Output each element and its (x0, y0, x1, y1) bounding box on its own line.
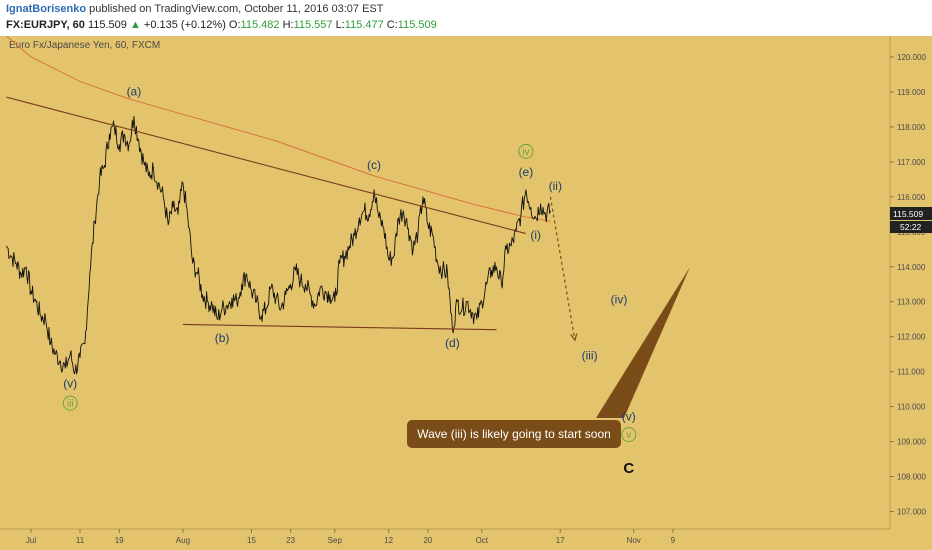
x-tick-label: Aug (176, 536, 190, 545)
lower-trendline[interactable] (182, 323, 497, 331)
symbol-label: FX:EURJPY, 60 (6, 19, 85, 31)
wave-label[interactable]: (iii) (582, 348, 598, 362)
moving-average-line (6, 36, 551, 222)
author-link[interactable]: IgnatBorisenko (6, 3, 87, 15)
high-label: H: (282, 19, 294, 31)
upper-trendline[interactable] (6, 96, 527, 235)
x-tick-label: Sep (328, 536, 343, 545)
publish-line: IgnatBorisenko published on TradingView.… (6, 3, 383, 15)
low-value: 115.477 (344, 19, 384, 31)
x-tick-label: 12 (384, 536, 393, 545)
x-tick-label: Oct (476, 536, 489, 545)
time-axis[interactable] (0, 529, 890, 550)
y-tick-label: 117.000 (897, 158, 926, 167)
y-tick-label: 107.000 (897, 508, 926, 517)
wave-label[interactable]: (d) (445, 336, 460, 350)
current-price-value: 115.509 (893, 209, 923, 219)
x-tick-label: 23 (286, 536, 295, 545)
symbol-line: FX:EURJPY, 60 115.509 ▲ +0.135 (+0.12%) … (6, 19, 437, 31)
projection-arrow[interactable] (549, 196, 576, 341)
y-tick-label: 112.000 (897, 333, 926, 342)
chart-title: Euro Fx/Japanese Yen, 60, FXCM (9, 40, 160, 51)
x-tick-label: 9 (671, 536, 676, 545)
price-chart[interactable]: Euro Fx/Japanese Yen, 60, FXCM 107.000 10… (0, 36, 932, 550)
wave-label[interactable]: (e) (519, 165, 534, 179)
wave-label[interactable]: (i) (530, 228, 541, 242)
close-label: C: (386, 19, 398, 31)
projection-arrowhead-icon (570, 333, 578, 342)
circled-wave-marker[interactable] (62, 395, 78, 411)
x-tick-label: 19 (115, 536, 124, 545)
x-tick-label: Nov (627, 536, 641, 545)
y-tick-label: 118.000 (897, 123, 926, 132)
circled-wave-label: v (626, 430, 631, 441)
x-tick-label: Jul (26, 536, 36, 545)
price-axis[interactable] (890, 36, 932, 550)
x-tick-label: 11 (76, 536, 85, 545)
chart-header: IgnatBorisenko published on TradingView.… (0, 0, 932, 36)
wave-label[interactable]: (v) (622, 410, 636, 424)
wave-label[interactable]: (iv) (611, 292, 628, 306)
y-tick-label: 110.000 (897, 403, 926, 412)
plot-background (0, 36, 890, 529)
high-value: 115.557 (293, 19, 333, 31)
y-tick-label: 116.000 (897, 193, 926, 202)
y-tick-label: 113.000 (897, 298, 926, 307)
circled-wave-marker[interactable] (518, 143, 534, 159)
circled-wave-label: iv (522, 147, 529, 158)
countdown-value: 52:22 (900, 222, 922, 232)
x-tick-label: 20 (423, 536, 432, 545)
y-tick-label: 114.000 (897, 263, 926, 272)
wave-label[interactable]: (v) (63, 376, 77, 390)
wave-label[interactable]: (c) (367, 158, 381, 172)
wave-label[interactable]: C (623, 460, 634, 477)
countdown-badge (890, 221, 932, 234)
wave-label[interactable]: (ii) (549, 179, 562, 193)
y-tick-label: 108.000 (897, 473, 926, 482)
low-label: L: (335, 19, 345, 31)
circled-wave-marker[interactable] (621, 427, 637, 443)
up-arrow-icon: ▲ (129, 19, 141, 31)
callout-pointer (596, 267, 690, 418)
published-text: published on TradingView.com, October 11… (86, 3, 384, 15)
x-tick-label: 15 (247, 536, 256, 545)
y-tick-label: 109.000 (897, 438, 926, 447)
wave-label[interactable]: (b) (215, 331, 230, 345)
current-price-badge (890, 207, 932, 221)
close-value: 115.509 (397, 19, 437, 31)
y-tick-label: 119.000 (897, 88, 926, 97)
y-tick-label: 111.000 (897, 368, 925, 377)
callout-text: Wave (iii) is likely going to start soon (417, 427, 611, 441)
price-series-line (6, 115, 551, 375)
open-label: O: (228, 19, 241, 31)
wave-label[interactable]: (a) (127, 84, 142, 98)
price-change: +0.135 (+0.12%) (143, 19, 226, 31)
circled-wave-label: iii (67, 399, 74, 410)
open-value: 115.482 (240, 19, 280, 31)
last-price: 115.509 (87, 19, 127, 31)
callout-box[interactable] (407, 420, 621, 448)
x-tick-label: 17 (556, 536, 565, 545)
y-tick-label: 120.000 (897, 53, 926, 62)
